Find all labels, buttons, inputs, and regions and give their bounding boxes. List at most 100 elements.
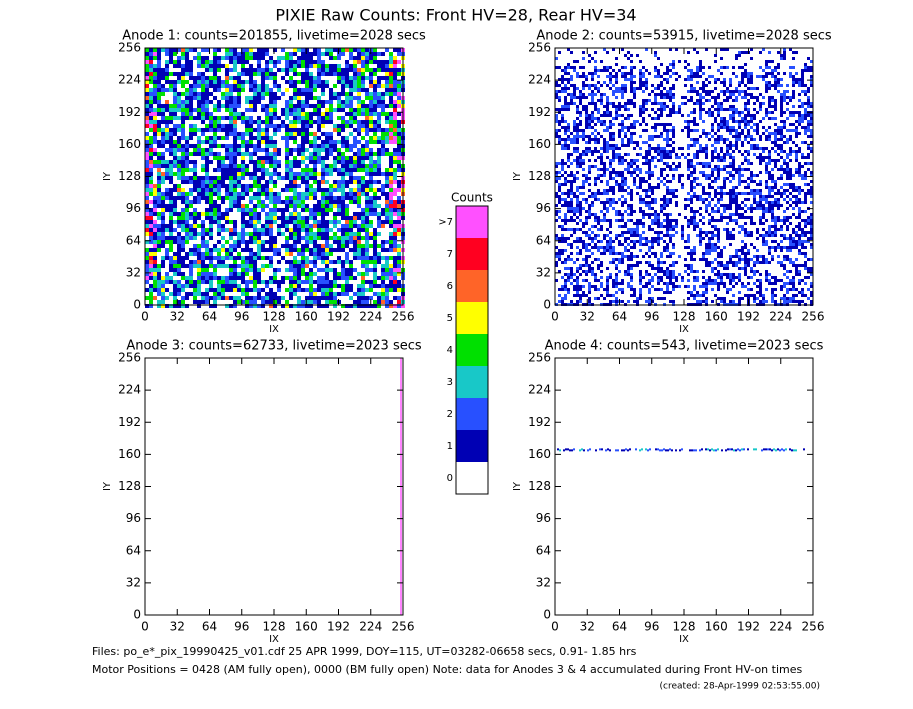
- texture-cell: [377, 52, 381, 56]
- texture-cell: [397, 72, 401, 76]
- texture-cell: [361, 224, 365, 228]
- texture-cell: [345, 100, 349, 104]
- texture-cell: [269, 156, 273, 160]
- texture-cell: [582, 96, 585, 99]
- texture-cell: [249, 88, 253, 92]
- texture-cell: [341, 288, 345, 292]
- texture-cell: [621, 234, 624, 237]
- texture-cell: [558, 171, 561, 174]
- texture-cell: [309, 156, 313, 160]
- texture-cell: [588, 288, 591, 291]
- texture-cell: [145, 164, 149, 168]
- texture-cell: [666, 78, 669, 81]
- texture-cell: [261, 240, 265, 244]
- texture-cell: [564, 141, 567, 144]
- texture-cell: [561, 162, 564, 165]
- texture-cell: [317, 128, 321, 132]
- texture-cell: [169, 140, 173, 144]
- texture-cell: [241, 116, 245, 120]
- texture-cell: [229, 192, 233, 196]
- texture-cell: [249, 140, 253, 144]
- texture-cell: [618, 87, 621, 90]
- texture-cell: [245, 48, 249, 52]
- texture-cell: [325, 72, 329, 76]
- texture-cell: [209, 248, 213, 252]
- texture-cell: [229, 120, 233, 124]
- texture-cell: [233, 164, 237, 168]
- texture-cell: [389, 184, 393, 188]
- texture-cell: [193, 180, 197, 184]
- texture-cell: [293, 220, 297, 224]
- texture-cell: [651, 171, 654, 174]
- texture-cell: [289, 232, 293, 236]
- texture-cell: [165, 68, 169, 72]
- texture-cell: [325, 264, 329, 268]
- texture-cell: [297, 152, 301, 156]
- texture-cell: [594, 192, 597, 195]
- texture-cell: [365, 204, 369, 208]
- texture-cell: [357, 96, 361, 100]
- texture-cell: [660, 135, 663, 138]
- texture-cell: [669, 114, 672, 117]
- texture-cell: [341, 72, 345, 76]
- texture-cell: [329, 168, 333, 172]
- texture-cell: [269, 224, 273, 228]
- texture-cell: [588, 138, 591, 141]
- texture-cell: [213, 276, 217, 280]
- texture-cell: [663, 126, 666, 129]
- texture-cell: [205, 104, 209, 108]
- texture-cell: [269, 260, 273, 264]
- texture-cell: [654, 93, 657, 96]
- texture-cell: [297, 288, 301, 292]
- texture-cell: [229, 188, 233, 192]
- texture-cell: [369, 84, 373, 88]
- texture-cell: [253, 144, 257, 148]
- texture-cell: [297, 228, 301, 232]
- texture-cell: [173, 140, 177, 144]
- texture-cell: [345, 288, 349, 292]
- texture-cell: [594, 234, 597, 237]
- texture-cell: [341, 172, 345, 176]
- texture-cell: [193, 56, 197, 60]
- texture-cell: [181, 132, 185, 136]
- texture-cell: [173, 96, 177, 100]
- texture-cell: [345, 292, 349, 296]
- texture-cell: [309, 132, 313, 136]
- texture-cell: [654, 117, 657, 120]
- texture-cell: [325, 52, 329, 56]
- texture-cell: [329, 284, 333, 288]
- texture-cell: [357, 164, 361, 168]
- texture-cell: [189, 76, 193, 80]
- texture-cell: [165, 148, 169, 152]
- texture-cell: [681, 234, 684, 237]
- texture-cell: [173, 48, 177, 52]
- texture-cell: [209, 260, 213, 264]
- texture-cell: [636, 165, 639, 168]
- texture-cell: [285, 132, 289, 136]
- texture-cell: [337, 236, 341, 240]
- texture-cell: [564, 183, 567, 186]
- texture-cell: [377, 196, 381, 200]
- texture-cell: [365, 52, 369, 56]
- texture-cell: [660, 252, 663, 255]
- texture-cell: [369, 104, 373, 108]
- texture-cell: [564, 261, 567, 264]
- x-tick-label: 128: [263, 310, 286, 324]
- texture-cell: [301, 264, 305, 268]
- texture-cell: [241, 68, 245, 72]
- texture-cell: [618, 186, 621, 189]
- texture-cell: [261, 164, 265, 168]
- texture-cell: [309, 296, 313, 300]
- texture-cell: [606, 111, 609, 114]
- texture-cell: [185, 156, 189, 160]
- texture-cell: [289, 104, 293, 108]
- texture-cell: [337, 96, 341, 100]
- texture-cell: [153, 76, 157, 80]
- texture-cell: [317, 200, 321, 204]
- texture-cell: [373, 256, 377, 260]
- texture-cell: [337, 156, 341, 160]
- texture-cell: [397, 164, 401, 168]
- texture-cell: [157, 216, 161, 220]
- texture-cell: [149, 276, 153, 280]
- texture-cell: [657, 177, 660, 180]
